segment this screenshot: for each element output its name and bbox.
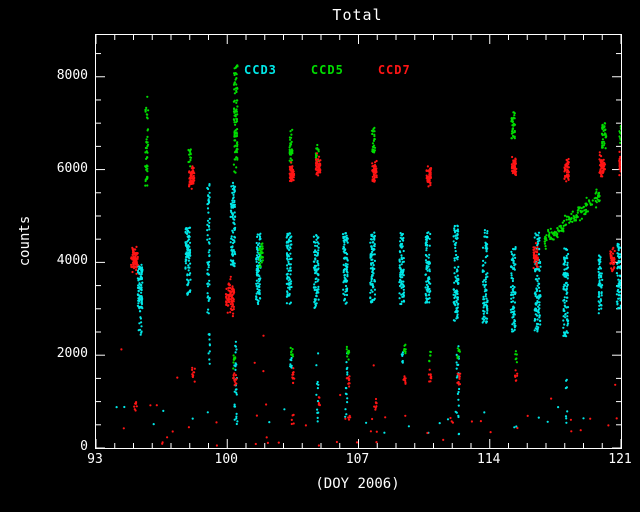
scatter-canvas (96, 35, 621, 448)
y-tick-label: 2000 (56, 346, 88, 362)
legend-item-ccd3: CCD3 (244, 63, 277, 77)
x-tick-label: 114 (477, 452, 501, 467)
y-tick-label: 8000 (56, 67, 88, 83)
x-axis-label: (DOY 2006) (315, 476, 400, 492)
legend-item-ccd7: CCD7 (377, 63, 411, 77)
x-tick-label: 100 (214, 452, 238, 467)
legend: CCD3 CCD5 CCD7 (244, 63, 411, 77)
x-tick-label: 107 (345, 452, 370, 467)
legend-item-ccd5: CCD5 (310, 63, 344, 77)
y-tick-label: 6000 (56, 160, 88, 176)
y-axis-label: counts (17, 215, 33, 267)
x-tick-label: 93 (87, 452, 103, 467)
y-tick-label: 4000 (56, 253, 88, 269)
x-tick-label: 121 (608, 452, 632, 467)
y-tick-label: 0 (80, 439, 88, 454)
plot-area: CCD3 CCD5 CCD7 (95, 34, 622, 449)
chart-title: Total (332, 6, 383, 24)
